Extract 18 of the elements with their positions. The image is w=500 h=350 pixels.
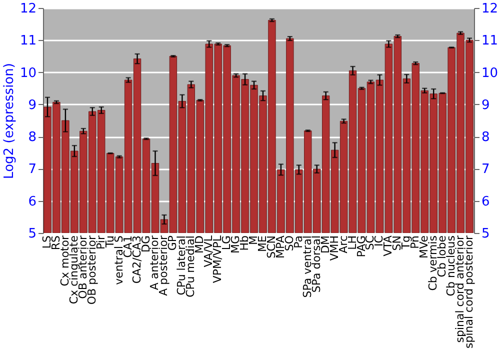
y-tick-label: 10 xyxy=(20,66,36,81)
y-tick-label: 5 xyxy=(28,226,36,242)
y2-tick-label: 8 xyxy=(482,130,490,146)
y2-tick-label: 9 xyxy=(482,98,490,113)
y2-tick-label: 11 xyxy=(482,34,498,49)
y-tick-label: 7 xyxy=(28,162,36,178)
y2-tick-label: 7 xyxy=(482,162,490,178)
y2-tick-label: 12 xyxy=(482,2,498,16)
y2-tick-label: 5 xyxy=(482,226,490,242)
y-tick-label: 9 xyxy=(28,98,36,113)
y2-tick-label: 6 xyxy=(482,194,490,210)
y-tick-label: 12 xyxy=(20,2,36,16)
x-tick-label: Tg xyxy=(400,236,413,250)
y-tick-label: 11 xyxy=(20,34,36,49)
y2-tick-label: 10 xyxy=(482,66,498,81)
y-tick-label: 8 xyxy=(28,130,36,146)
y-axis-title: Log2 (expression) xyxy=(2,63,17,179)
y-tick-label: 6 xyxy=(28,194,36,210)
